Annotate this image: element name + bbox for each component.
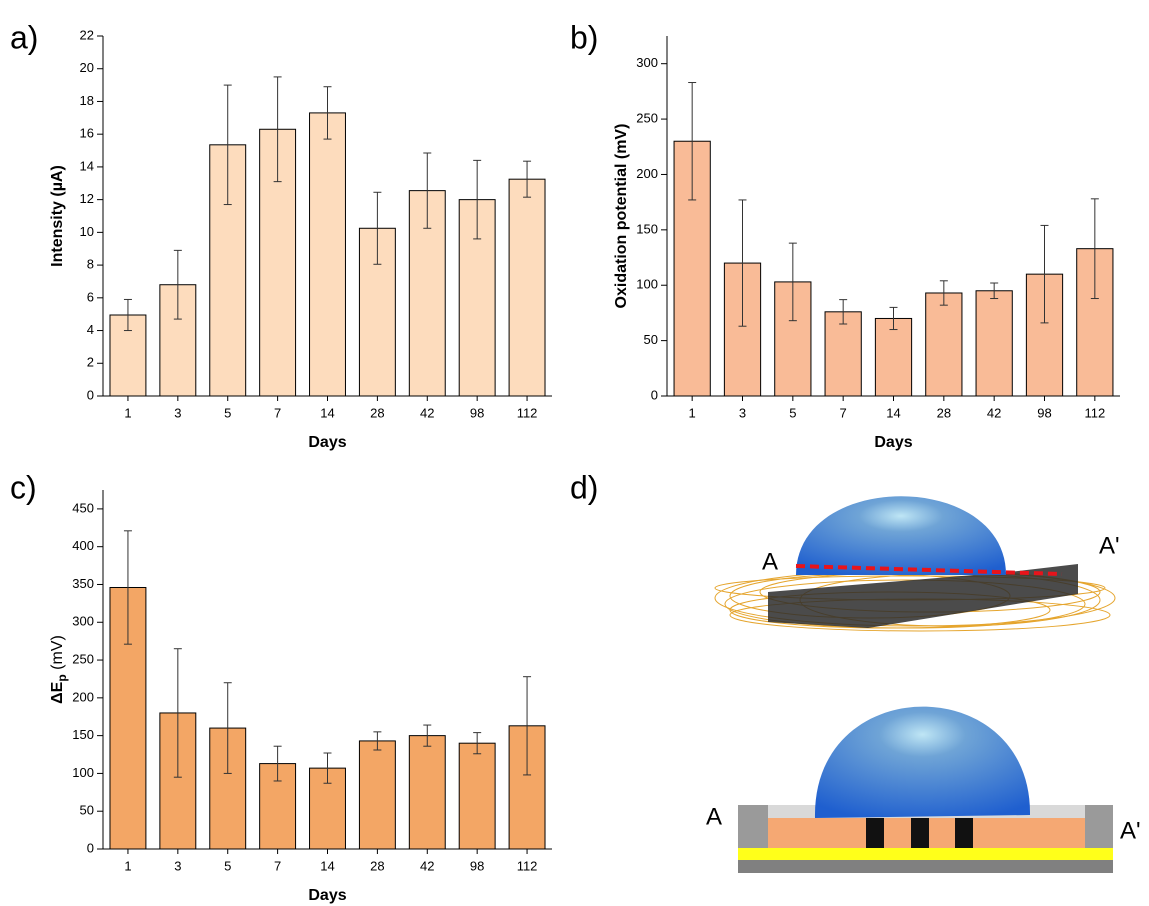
x-tick-label: 98 <box>470 858 484 873</box>
x-tick-label: 98 <box>1037 405 1051 420</box>
y-tick-label: 50 <box>644 332 658 347</box>
x-tick-label: 3 <box>739 405 746 420</box>
y-tick-label: 2 <box>87 355 94 370</box>
section-label: A' <box>1120 817 1141 844</box>
y-axis-title-part: p <box>55 674 69 681</box>
section-label: A' <box>1099 532 1120 559</box>
x-tick-label: 14 <box>886 405 900 420</box>
y-axis-title: Oxidation potential (mV) <box>613 124 630 309</box>
y-tick-label: 250 <box>72 651 94 666</box>
y-tick-label: 20 <box>80 60 94 75</box>
x-tick-label: 98 <box>470 405 484 420</box>
y-tick-label: 10 <box>80 224 94 239</box>
x-tick-label: 42 <box>420 858 434 873</box>
y-tick-label: 18 <box>80 93 94 108</box>
x-tick-label: 7 <box>840 405 847 420</box>
drop <box>796 496 1006 575</box>
x-tick-label: 28 <box>370 858 384 873</box>
y-tick-label: 12 <box>80 191 94 206</box>
y-tick-label: 8 <box>87 257 94 272</box>
x-tick-label: 1 <box>689 405 696 420</box>
y-tick-label: 100 <box>72 765 94 780</box>
conductive-layer <box>738 848 1113 860</box>
y-tick-label: 450 <box>72 500 94 515</box>
x-tick-label: 1 <box>124 858 131 873</box>
x-axis-title: Days <box>874 434 912 451</box>
y-tick-label: 150 <box>636 221 658 236</box>
y-axis-title: Intensity (µA) <box>49 165 66 267</box>
figure: d) A A' A A' a)0246810121416182022135714… <box>0 0 1149 906</box>
y-tick-label: 50 <box>80 803 94 818</box>
base-layer <box>738 860 1113 873</box>
x-axis-title: Days <box>308 887 346 904</box>
y-tick-label: 0 <box>87 840 94 855</box>
x-tick-label: 3 <box>174 858 181 873</box>
x-tick-label: 112 <box>517 858 538 873</box>
x-tick-label: 5 <box>789 405 796 420</box>
x-tick-label: 42 <box>420 405 434 420</box>
electrode <box>955 818 973 848</box>
x-tick-label: 14 <box>320 858 334 873</box>
y-axis-title: ΔEp (mV) <box>49 635 69 704</box>
panel-label: c) <box>10 469 37 505</box>
section-label: A <box>762 548 778 575</box>
bar <box>509 179 545 396</box>
x-tick-label: 5 <box>224 858 231 873</box>
x-tick-label: 7 <box>274 405 281 420</box>
y-tick-label: 200 <box>72 689 94 704</box>
y-tick-label: 0 <box>87 387 94 402</box>
y-tick-label: 6 <box>87 289 94 304</box>
bar <box>459 743 495 849</box>
panel-label: d) <box>570 469 598 505</box>
y-tick-label: 400 <box>72 538 94 553</box>
x-tick-label: 14 <box>320 405 334 420</box>
y-tick-label: 14 <box>80 158 94 173</box>
y-tick-label: 16 <box>80 126 94 141</box>
drop <box>815 707 1030 818</box>
bar <box>409 736 445 849</box>
x-tick-label: 42 <box>987 405 1001 420</box>
y-tick-label: 350 <box>72 576 94 591</box>
x-tick-label: 112 <box>1084 405 1105 420</box>
y-tick-label: 22 <box>80 27 94 42</box>
bar <box>359 741 395 849</box>
x-tick-label: 3 <box>174 405 181 420</box>
electrode <box>911 818 929 848</box>
bar <box>976 291 1012 396</box>
y-tick-label: 300 <box>636 55 658 70</box>
side-block <box>738 805 768 848</box>
panel-label: a) <box>10 19 38 55</box>
y-tick-label: 100 <box>636 277 658 292</box>
y-tick-label: 150 <box>72 727 94 742</box>
x-tick-label: 5 <box>224 405 231 420</box>
x-tick-label: 7 <box>274 858 281 873</box>
x-tick-label: 28 <box>937 405 951 420</box>
x-tick-label: 112 <box>517 405 538 420</box>
section-label: A <box>706 803 722 830</box>
x-axis-title: Days <box>308 434 346 451</box>
y-axis-title-part: ΔE <box>49 681 66 704</box>
y-tick-label: 200 <box>636 166 658 181</box>
panel-label: b) <box>570 19 598 55</box>
y-tick-label: 4 <box>87 322 94 337</box>
y-axis-title-part: (mV) <box>49 635 66 674</box>
side-block <box>1085 805 1113 848</box>
electrode <box>866 818 884 848</box>
y-tick-label: 0 <box>651 387 658 402</box>
x-tick-label: 1 <box>124 405 131 420</box>
x-tick-label: 28 <box>370 405 384 420</box>
y-tick-label: 300 <box>72 614 94 629</box>
y-tick-label: 250 <box>636 111 658 126</box>
bar <box>310 113 346 396</box>
bar <box>926 293 962 396</box>
bar <box>875 318 911 396</box>
